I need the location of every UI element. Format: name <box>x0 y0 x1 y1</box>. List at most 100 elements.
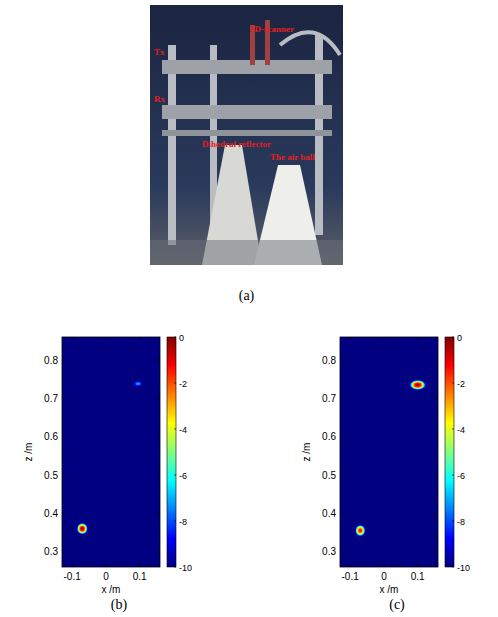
spot-level <box>414 382 422 387</box>
x-tick <box>383 564 384 567</box>
y-tick-label: 0.6 <box>322 431 336 442</box>
y-tick-label: 0.4 <box>44 508 58 519</box>
spot-level <box>81 527 84 530</box>
background-cell <box>340 337 438 567</box>
colorbar-tick <box>174 383 176 384</box>
y-tick <box>157 551 160 552</box>
spot-level <box>356 526 364 535</box>
spot-level <box>136 383 139 385</box>
colorbar-tick <box>452 521 454 522</box>
photo-annotation: Tx <box>154 47 165 57</box>
x-tick <box>417 337 418 340</box>
y-tick <box>340 398 343 399</box>
colorbar-tick <box>452 567 454 568</box>
spot-level <box>135 382 141 385</box>
spot-level <box>78 524 86 533</box>
spot-level <box>77 523 87 534</box>
spot-level <box>411 381 425 390</box>
y-tick <box>157 436 160 437</box>
spot-level <box>135 382 142 386</box>
photo-annotation: The air ball <box>270 152 315 162</box>
spot-level <box>134 382 141 386</box>
y-tick-label: 0.8 <box>322 355 336 366</box>
spot-level <box>135 382 141 385</box>
spot-level <box>77 523 87 533</box>
y-tick <box>62 551 65 552</box>
spot-level <box>412 381 424 388</box>
spot-level <box>81 528 83 530</box>
y-tick-label: 0.4 <box>322 508 336 519</box>
photo-annotation: Dihedral reflector <box>202 139 271 149</box>
x-tick-label: -0.1 <box>342 571 360 582</box>
heatmap-panel: -0.100.10.30.40.50.60.70.8x /mz /m0-2-4-… <box>23 333 192 614</box>
spot-level <box>357 527 363 534</box>
x-tick <box>72 564 73 567</box>
colorbar-tick <box>174 337 176 338</box>
spot-level <box>77 523 87 534</box>
y-tick-label: 0.5 <box>44 470 58 481</box>
spot-level <box>77 523 87 534</box>
spot-level <box>356 526 364 536</box>
spot-level <box>415 383 420 386</box>
spot-level <box>81 527 84 531</box>
x-tick <box>350 337 351 340</box>
spot-level <box>359 529 362 532</box>
spot-level <box>413 382 423 388</box>
spot-level <box>411 381 424 389</box>
x-tick-label: 0.1 <box>133 571 147 582</box>
spot-level <box>80 526 85 532</box>
colorbar-tick-label: -10 <box>457 563 470 573</box>
spot-level <box>134 382 142 386</box>
spot-level <box>357 526 364 534</box>
y-tick <box>157 513 160 514</box>
scanner-rail <box>162 130 332 136</box>
spot-level <box>356 526 364 535</box>
photo-background <box>150 5 343 265</box>
y-tick <box>62 436 65 437</box>
photo-annotation: Rx <box>154 94 165 104</box>
spot-level <box>78 524 87 534</box>
y-tick <box>340 513 343 514</box>
spot-level <box>137 383 139 384</box>
photo-annotation: 2D-scanner <box>250 24 294 34</box>
colorbar-tick-label: 0 <box>179 333 184 343</box>
spot-level <box>79 526 85 532</box>
spot-level <box>79 525 86 533</box>
spot-level <box>356 526 365 536</box>
colorbar-tick-label: 0 <box>457 333 462 343</box>
x-tick <box>417 564 418 567</box>
y-tick-label: 0.6 <box>44 431 58 442</box>
scanner-rail <box>162 105 332 119</box>
spot-level <box>358 528 363 534</box>
y-tick-label: 0.3 <box>44 546 58 557</box>
colorbar-tick-label: -6 <box>179 471 187 481</box>
spot-level <box>412 381 424 388</box>
spot-level <box>78 524 86 533</box>
spot-level <box>410 380 425 389</box>
y-tick <box>62 513 65 514</box>
spot-level <box>135 382 142 385</box>
colorbar-tick <box>174 521 176 522</box>
spot-level <box>134 382 142 386</box>
colorbar-tick-label: -8 <box>179 517 187 527</box>
spot-level <box>356 525 365 535</box>
x-tick <box>139 337 140 340</box>
spot-level <box>358 528 362 532</box>
plot-area <box>340 337 438 567</box>
y-axis-title: z /m <box>23 443 34 462</box>
colorbar-tick-label: -6 <box>457 471 465 481</box>
spot-level <box>410 380 426 390</box>
y-tick <box>340 360 343 361</box>
spot-level <box>357 527 364 535</box>
plot-area <box>62 337 160 567</box>
spot-level <box>136 382 141 385</box>
y-tick <box>435 436 438 437</box>
x-tick <box>350 564 351 567</box>
spot-level <box>78 525 86 533</box>
y-tick <box>62 360 65 361</box>
spot-level <box>135 382 141 385</box>
spot-level <box>414 383 421 387</box>
spot-level <box>134 382 142 386</box>
colorbar-tick-label: -2 <box>457 379 465 389</box>
y-tick <box>435 398 438 399</box>
